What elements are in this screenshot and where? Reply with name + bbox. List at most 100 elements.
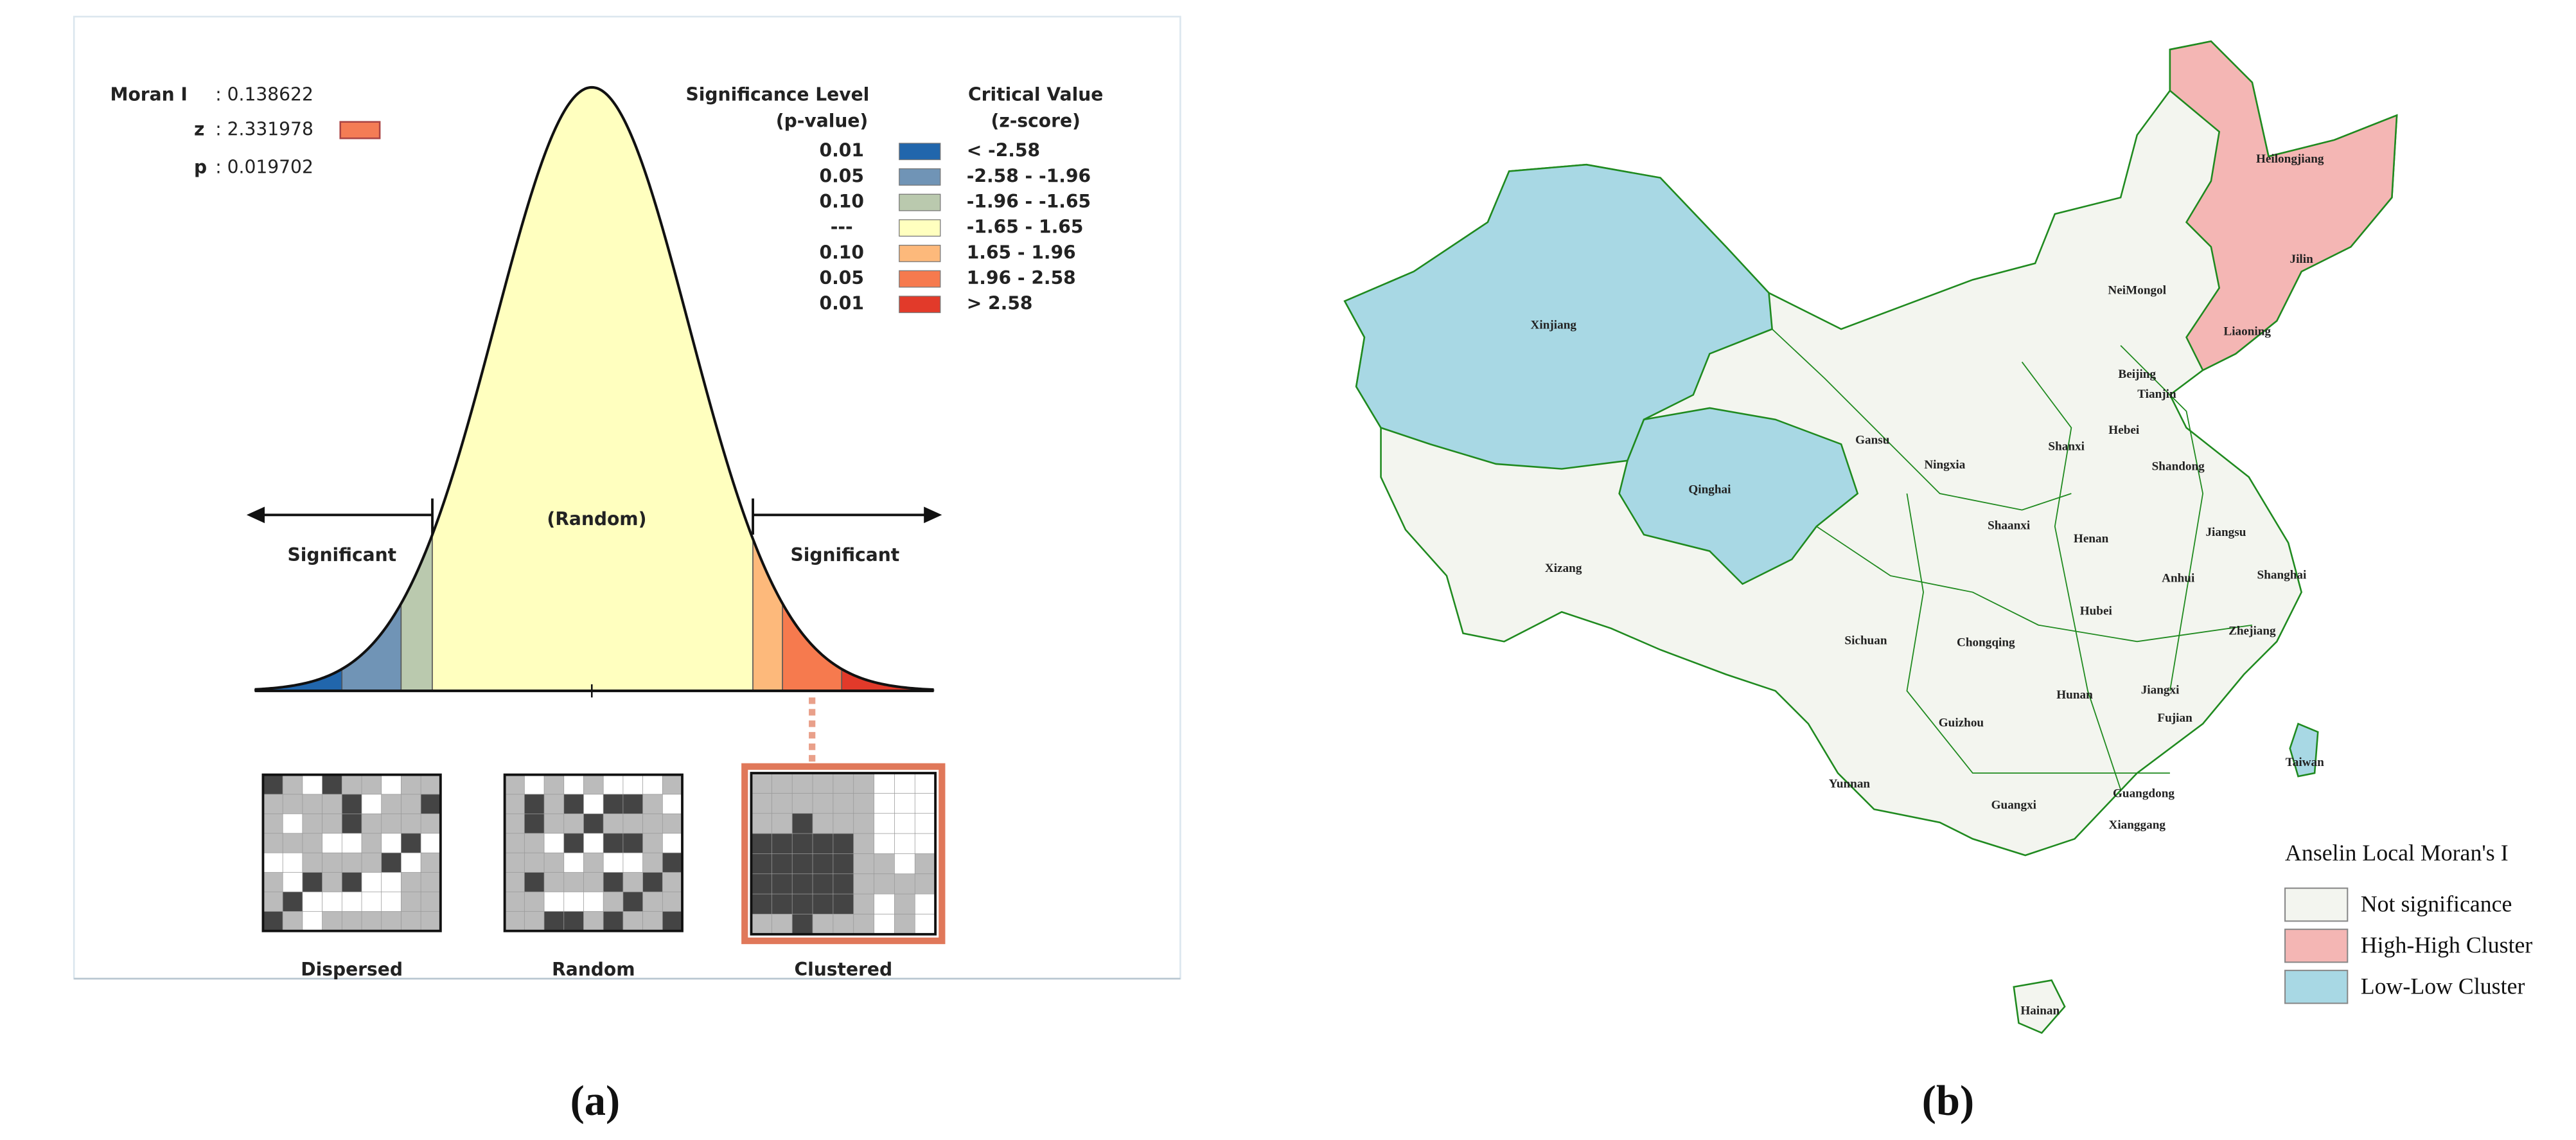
- province-label: Shanghai: [2257, 568, 2307, 582]
- province-label: Taiwan: [2286, 756, 2324, 769]
- thumbnail-cell: [603, 794, 624, 815]
- thumbnail-cell: [341, 911, 363, 932]
- thumbnail-cell: [914, 772, 937, 794]
- map-high-high: [2169, 40, 2398, 371]
- thumbnail-cell: [771, 833, 793, 855]
- stat-value: : 0.138622: [215, 84, 313, 105]
- province-border: [1906, 493, 2170, 774]
- province-border: [2021, 361, 2121, 790]
- thumbnail-cell: [563, 794, 585, 815]
- thumbnail-cell: [853, 833, 875, 855]
- legend-swatch: [899, 244, 941, 262]
- thumbnail: [263, 774, 441, 932]
- thumbnail-border: [261, 773, 442, 932]
- thumbnail-cell: [662, 872, 684, 893]
- province-label: Chongqing: [1957, 636, 2015, 649]
- province-label: Gansu: [1855, 434, 1890, 447]
- thumbnail-cell: [302, 891, 323, 913]
- thumbnail-cell: [853, 793, 875, 814]
- thumbnail-cell: [622, 852, 644, 873]
- thumbnail-cell: [341, 833, 363, 854]
- thumbnail-cell: [504, 813, 525, 834]
- thumbnail-cell: [791, 853, 814, 875]
- thumbnail-cell: [874, 853, 895, 875]
- province-label: Xianggang: [2108, 818, 2166, 832]
- stat-value: : 0.019702: [215, 156, 313, 177]
- province-label: Shandong: [2152, 459, 2205, 473]
- legend-p: 0.01: [820, 293, 864, 314]
- province-border: [1816, 526, 2252, 643]
- thumbnail-cell: [771, 873, 793, 895]
- province-label: Xizang: [1545, 562, 1582, 575]
- thumbnail-cell: [833, 833, 854, 855]
- thumbnail-cell: [853, 853, 875, 875]
- thumbnail-cell: [914, 914, 937, 935]
- thumbnail-cell: [420, 813, 441, 834]
- thumbnail-cell: [361, 891, 382, 913]
- thumbnail-cell: [504, 872, 525, 893]
- thumbnail-cell: [642, 891, 664, 913]
- thumbnail-cell: [401, 911, 422, 932]
- legend-header: (z-score): [991, 111, 1080, 132]
- province-label: NeiMongol: [2108, 284, 2166, 298]
- thumbnail-cell: [914, 793, 937, 814]
- legend-swatch: [899, 168, 941, 186]
- thumbnail-cell: [524, 852, 545, 873]
- thumbnail-cell: [894, 914, 916, 935]
- legend-range: < -2.58: [967, 140, 1040, 161]
- thumbnail-cell: [662, 891, 684, 913]
- thumbnail-cell: [583, 813, 604, 834]
- thumbnail-cell: [853, 813, 875, 835]
- thumbnail-cell: [751, 893, 773, 915]
- panel-label: (b): [1922, 1078, 1974, 1125]
- thumbnail-cell: [263, 872, 284, 893]
- province-label: Henan: [2074, 532, 2109, 546]
- thumbnail-cell: [543, 891, 565, 913]
- thumbnail-cell: [381, 911, 402, 932]
- thumbnail-cell: [420, 872, 441, 893]
- thumbnail-cell: [894, 873, 916, 895]
- thumbnail-cell: [524, 794, 545, 815]
- thumbnail-cell: [642, 852, 664, 873]
- thumbnail-cell: [751, 833, 773, 855]
- thumbnail-cell: [563, 774, 585, 796]
- thumbnail-cell: [583, 891, 604, 913]
- map-low-low: [1343, 163, 1773, 470]
- thumbnail-cell: [812, 914, 834, 935]
- thumbnail-cell: [401, 872, 422, 893]
- thumbnail-cell: [603, 852, 624, 873]
- thumbnail-cell: [791, 793, 814, 814]
- province-label: Jilin: [2290, 253, 2314, 266]
- thumbnail-cell: [791, 772, 814, 794]
- thumbnail-cell: [622, 813, 644, 834]
- curve-outline: [254, 85, 934, 691]
- thumbnail-cell: [771, 793, 793, 814]
- stat-name: z: [194, 118, 204, 139]
- province-label: Xinjiang: [1531, 318, 1577, 332]
- province-label: Hubei: [2080, 605, 2113, 618]
- thumbnail-cell: [381, 852, 402, 873]
- thumbnail-cell: [420, 891, 441, 913]
- thumbnail-cell: [361, 794, 382, 815]
- province-label: Anhui: [2162, 571, 2195, 585]
- thumbnail-cell: [420, 911, 441, 932]
- thumbnail-cell: [401, 794, 422, 815]
- thumbnail-cell: [914, 813, 937, 835]
- thumbnail-cell: [341, 774, 363, 796]
- thumbnail-cell: [833, 893, 854, 915]
- thumbnail-cell: [812, 772, 834, 794]
- thumbnail-cell: [853, 893, 875, 915]
- thumbnail-cell: [282, 774, 304, 796]
- province-border: [1772, 328, 2072, 511]
- thumbnail-label: Random: [552, 959, 635, 980]
- thumbnail-cell: [361, 774, 382, 796]
- thumbnail-cell: [603, 911, 624, 932]
- thumbnail-cell: [322, 794, 343, 815]
- thumbnail-cell: [914, 893, 937, 915]
- thumbnail-cell: [401, 852, 422, 873]
- highlight-frame: [741, 763, 946, 945]
- province-label: Beijing: [2118, 368, 2156, 381]
- thumbnail-cell: [771, 893, 793, 915]
- thumbnail-cell: [894, 813, 916, 835]
